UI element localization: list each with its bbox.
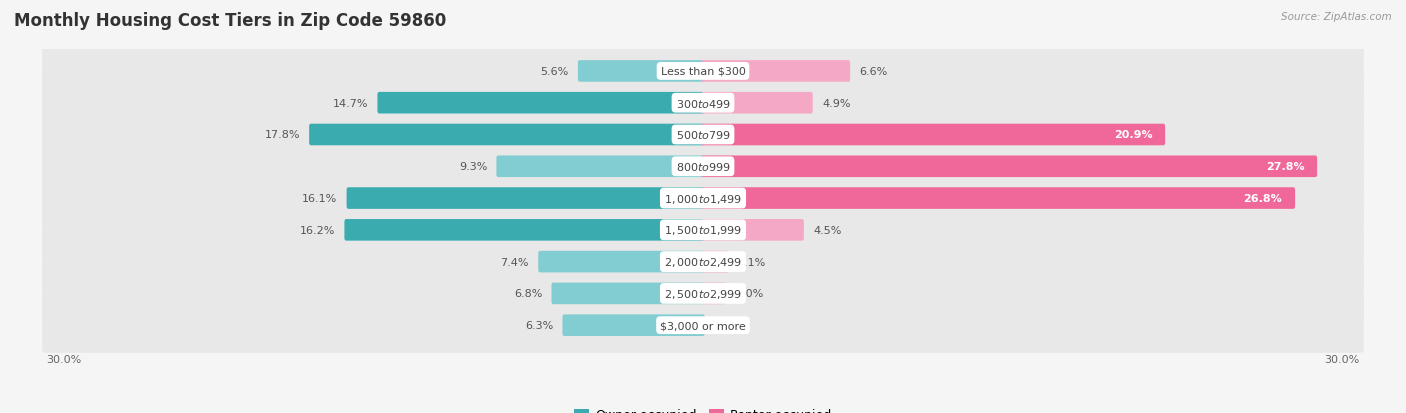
Text: 30.0%: 30.0% (46, 354, 82, 364)
Text: 0.0%: 0.0% (714, 320, 742, 330)
FancyBboxPatch shape (42, 171, 1364, 226)
FancyBboxPatch shape (42, 76, 1364, 131)
FancyBboxPatch shape (578, 61, 704, 83)
Text: Monthly Housing Cost Tiers in Zip Code 59860: Monthly Housing Cost Tiers in Zip Code 5… (14, 12, 446, 30)
FancyBboxPatch shape (702, 283, 727, 304)
FancyBboxPatch shape (538, 251, 704, 273)
Text: 6.6%: 6.6% (859, 67, 887, 77)
Text: 7.4%: 7.4% (501, 257, 529, 267)
Text: 6.3%: 6.3% (524, 320, 553, 330)
FancyBboxPatch shape (42, 235, 1364, 290)
FancyBboxPatch shape (309, 124, 704, 146)
FancyBboxPatch shape (42, 203, 1364, 258)
FancyBboxPatch shape (377, 93, 704, 114)
Text: 17.8%: 17.8% (264, 130, 299, 140)
FancyBboxPatch shape (702, 93, 813, 114)
Text: 9.3%: 9.3% (458, 162, 486, 172)
Text: 1.0%: 1.0% (737, 289, 765, 299)
FancyBboxPatch shape (702, 61, 851, 83)
Text: 30.0%: 30.0% (1324, 354, 1360, 364)
Text: $300 to $499: $300 to $499 (675, 97, 731, 109)
FancyBboxPatch shape (496, 156, 704, 178)
FancyBboxPatch shape (42, 107, 1364, 163)
Text: 1.1%: 1.1% (738, 257, 766, 267)
FancyBboxPatch shape (42, 139, 1364, 195)
FancyBboxPatch shape (702, 251, 728, 273)
Text: Source: ZipAtlas.com: Source: ZipAtlas.com (1281, 12, 1392, 22)
Text: $1,500 to $1,999: $1,500 to $1,999 (664, 224, 742, 237)
Text: $2,000 to $2,499: $2,000 to $2,499 (664, 256, 742, 268)
FancyBboxPatch shape (702, 124, 1166, 146)
Text: 16.2%: 16.2% (299, 225, 335, 235)
FancyBboxPatch shape (42, 44, 1364, 100)
Text: 27.8%: 27.8% (1265, 162, 1305, 172)
Text: $800 to $999: $800 to $999 (675, 161, 731, 173)
FancyBboxPatch shape (562, 315, 704, 336)
Text: 20.9%: 20.9% (1114, 130, 1153, 140)
Text: $2,500 to $2,999: $2,500 to $2,999 (664, 287, 742, 300)
Text: 16.1%: 16.1% (302, 194, 337, 204)
FancyBboxPatch shape (42, 298, 1364, 353)
Text: 4.5%: 4.5% (813, 225, 842, 235)
Text: 4.9%: 4.9% (823, 98, 851, 109)
Text: $1,000 to $1,499: $1,000 to $1,499 (664, 192, 742, 205)
Text: 26.8%: 26.8% (1243, 194, 1282, 204)
FancyBboxPatch shape (702, 156, 1317, 178)
Text: 5.6%: 5.6% (540, 67, 568, 77)
Legend: Owner-occupied, Renter-occupied: Owner-occupied, Renter-occupied (568, 404, 838, 413)
FancyBboxPatch shape (42, 266, 1364, 321)
FancyBboxPatch shape (702, 219, 804, 241)
FancyBboxPatch shape (551, 283, 704, 304)
FancyBboxPatch shape (344, 219, 704, 241)
Text: 14.7%: 14.7% (333, 98, 368, 109)
Text: 6.8%: 6.8% (513, 289, 543, 299)
FancyBboxPatch shape (347, 188, 704, 209)
Text: Less than $300: Less than $300 (661, 67, 745, 77)
FancyBboxPatch shape (702, 188, 1295, 209)
Text: $3,000 or more: $3,000 or more (661, 320, 745, 330)
Text: $500 to $799: $500 to $799 (675, 129, 731, 141)
